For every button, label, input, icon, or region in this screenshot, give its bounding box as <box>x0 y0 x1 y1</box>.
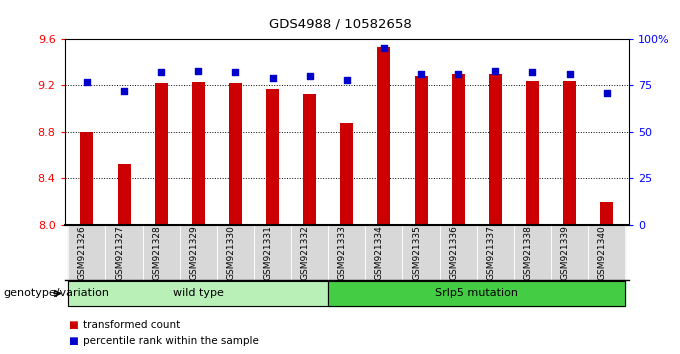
Point <box>564 72 575 77</box>
Point <box>193 68 204 73</box>
Text: GSM921332: GSM921332 <box>301 225 309 280</box>
Bar <box>266 89 279 225</box>
Text: wild type: wild type <box>173 289 224 298</box>
Point <box>453 72 464 77</box>
Point <box>118 88 129 94</box>
Text: GSM921329: GSM921329 <box>189 225 199 280</box>
Bar <box>377 47 390 225</box>
Point <box>490 68 500 73</box>
Text: GSM921339: GSM921339 <box>560 225 570 280</box>
Text: GSM921335: GSM921335 <box>412 225 421 280</box>
Point <box>341 77 352 83</box>
Point <box>415 72 426 77</box>
Bar <box>600 201 613 225</box>
Bar <box>452 74 464 225</box>
Text: GDS4988 / 10582658: GDS4988 / 10582658 <box>269 18 411 31</box>
Text: genotype/variation: genotype/variation <box>3 289 109 298</box>
Point <box>304 73 315 79</box>
Bar <box>563 81 576 225</box>
Text: GSM921334: GSM921334 <box>375 225 384 280</box>
Text: transformed count: transformed count <box>83 320 180 330</box>
Text: Srlp5 mutation: Srlp5 mutation <box>435 289 518 298</box>
Text: GSM921340: GSM921340 <box>598 225 607 280</box>
Point <box>156 70 167 75</box>
Bar <box>489 74 502 225</box>
Point <box>601 90 612 96</box>
Bar <box>415 76 428 225</box>
Point <box>230 70 241 75</box>
Point <box>267 75 278 81</box>
Point <box>527 70 538 75</box>
Text: GSM921327: GSM921327 <box>115 225 124 280</box>
Bar <box>526 81 539 225</box>
Text: GSM921330: GSM921330 <box>226 225 235 280</box>
Bar <box>154 83 168 225</box>
Text: GSM921338: GSM921338 <box>524 225 532 280</box>
Bar <box>340 122 354 225</box>
Bar <box>192 82 205 225</box>
Text: GSM921326: GSM921326 <box>78 225 87 280</box>
Text: GSM921336: GSM921336 <box>449 225 458 280</box>
Text: percentile rank within the sample: percentile rank within the sample <box>83 336 259 346</box>
Text: GSM921331: GSM921331 <box>264 225 273 280</box>
Bar <box>80 132 93 225</box>
Text: GSM921333: GSM921333 <box>338 225 347 280</box>
Text: GSM921337: GSM921337 <box>486 225 495 280</box>
Text: ■: ■ <box>68 336 78 346</box>
Text: ■: ■ <box>68 320 78 330</box>
Bar <box>303 93 316 225</box>
Point <box>379 45 390 51</box>
Bar <box>118 164 131 225</box>
Point <box>82 79 92 85</box>
Bar <box>229 83 242 225</box>
Text: GSM921328: GSM921328 <box>152 225 161 280</box>
